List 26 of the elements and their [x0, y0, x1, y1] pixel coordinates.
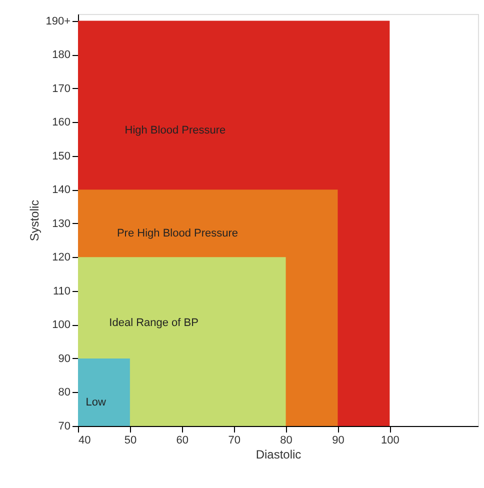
series-label: Low: [86, 396, 106, 408]
y-tick-label: 170: [52, 82, 70, 95]
x-tick-label: 50: [124, 434, 137, 446]
y-tick-label: 90: [58, 352, 70, 365]
series-label: Ideal Range of BP: [109, 317, 198, 329]
y-tick-label: 130: [52, 218, 70, 230]
x-tick-label: 40: [78, 434, 91, 446]
series-label: Pre High Blood Pressure: [116, 228, 238, 240]
y-tick-label: 150: [52, 150, 70, 162]
x-axis-title: Diastolic: [256, 448, 302, 462]
y-tick-label: 140: [52, 184, 70, 196]
x-tick-label: 70: [228, 434, 240, 446]
x-tick-label: 80: [280, 434, 292, 446]
y-axis-title: Systolic: [28, 200, 42, 242]
y-tick-label: 100: [52, 319, 70, 332]
x-tick-label: 60: [176, 434, 189, 446]
x-tick-label: 90: [332, 434, 344, 446]
y-tick-label: 120: [52, 252, 70, 264]
series-label: High Blood Pressure: [124, 124, 226, 137]
y-tick-label: 80: [58, 386, 70, 399]
y-tick-label: 180: [52, 49, 70, 62]
y-tick-label: 160: [52, 116, 70, 129]
x-tick-label: 100: [381, 434, 400, 446]
y-tick-label: 110: [52, 285, 70, 298]
y-tick-label: 190+: [46, 15, 70, 28]
y-tick-label: 70: [58, 420, 70, 432]
